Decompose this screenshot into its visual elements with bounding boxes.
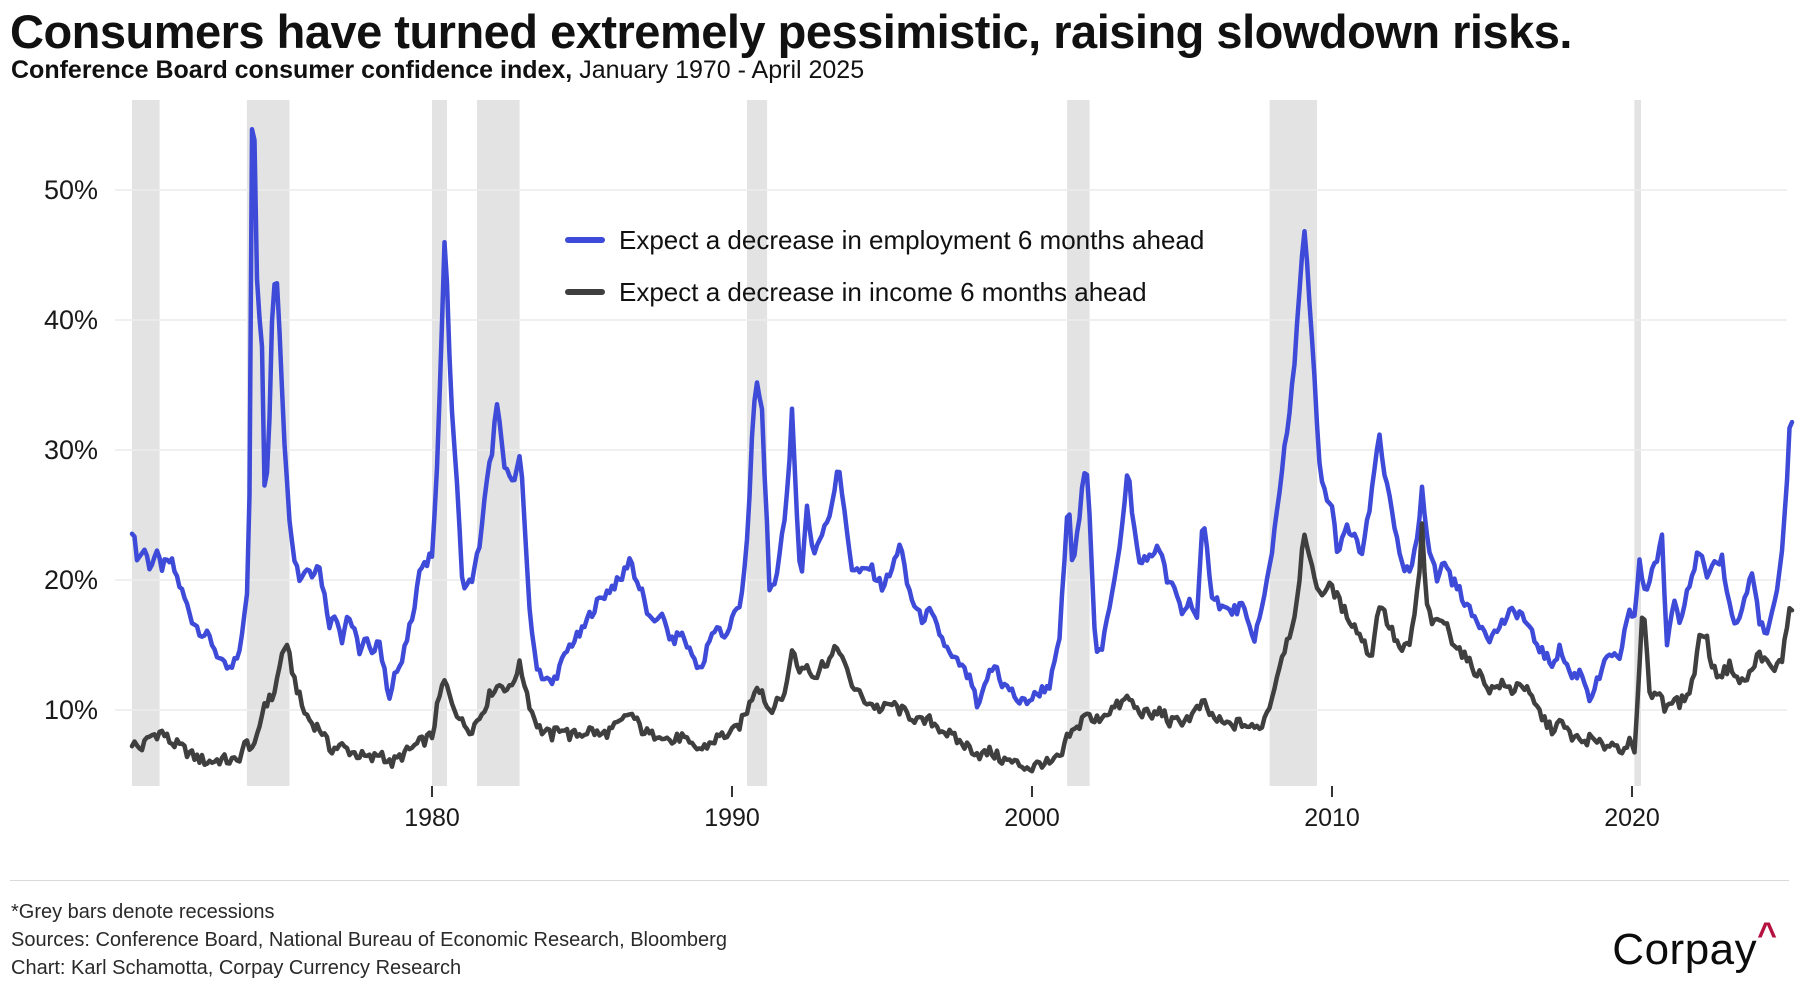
corpay-logo: Corpay^: [1612, 916, 1777, 975]
chart-subtitle-range: January 1970 - April 2025: [572, 56, 865, 84]
x-axis-label: 2000: [1004, 804, 1060, 832]
x-axis-label: 2010: [1304, 804, 1360, 832]
recession-band: [1634, 100, 1641, 786]
footer-credit: Chart: Karl Schamotta, Corpay Currency R…: [11, 957, 462, 979]
legend-label-income: Expect a decrease in income 6 months ahe…: [619, 276, 1147, 307]
chart-title: Consumers have turned extremely pessimis…: [10, 5, 1572, 58]
x-axis-label: 2020: [1604, 804, 1660, 832]
footer-note: *Grey bars denote recessions: [11, 901, 275, 923]
legend-item-employment: Expect a decrease in employment 6 months…: [565, 224, 1205, 255]
recession-band: [477, 100, 520, 786]
legend-item-income: Expect a decrease in income 6 months ahe…: [565, 276, 1204, 307]
y-axis-label: 50%: [43, 175, 98, 205]
footer-sources: Sources: Conference Board, National Bure…: [11, 929, 727, 951]
legend-swatch-income: [565, 289, 605, 295]
footer-divider: [10, 880, 1789, 881]
legend-swatch-employment: [565, 237, 605, 243]
recession-band: [132, 100, 160, 786]
chart-subtitle-bold: Conference Board consumer confidence ind…: [11, 56, 573, 84]
x-axis-label: 1990: [704, 804, 760, 832]
legend-label-employment: Expect a decrease in employment 6 months…: [619, 224, 1205, 255]
corpay-caret-icon: ^: [1757, 916, 1777, 954]
recession-band: [1067, 100, 1090, 786]
series-line-employment: [129, 126, 1795, 710]
recession-band: [747, 100, 768, 786]
y-axis-label: 20%: [43, 565, 98, 595]
series-line-income: [129, 521, 1795, 774]
corpay-logo-text: Corpay: [1612, 925, 1758, 974]
y-axis-label: 40%: [43, 305, 98, 335]
y-axis-label: 30%: [43, 435, 98, 465]
y-axis-label: 10%: [43, 695, 98, 725]
x-axis-label: 1980: [404, 804, 460, 832]
legend: Expect a decrease in employment 6 months…: [565, 224, 1205, 330]
chart-subtitle: Conference Board consumer confidence ind…: [11, 56, 864, 85]
